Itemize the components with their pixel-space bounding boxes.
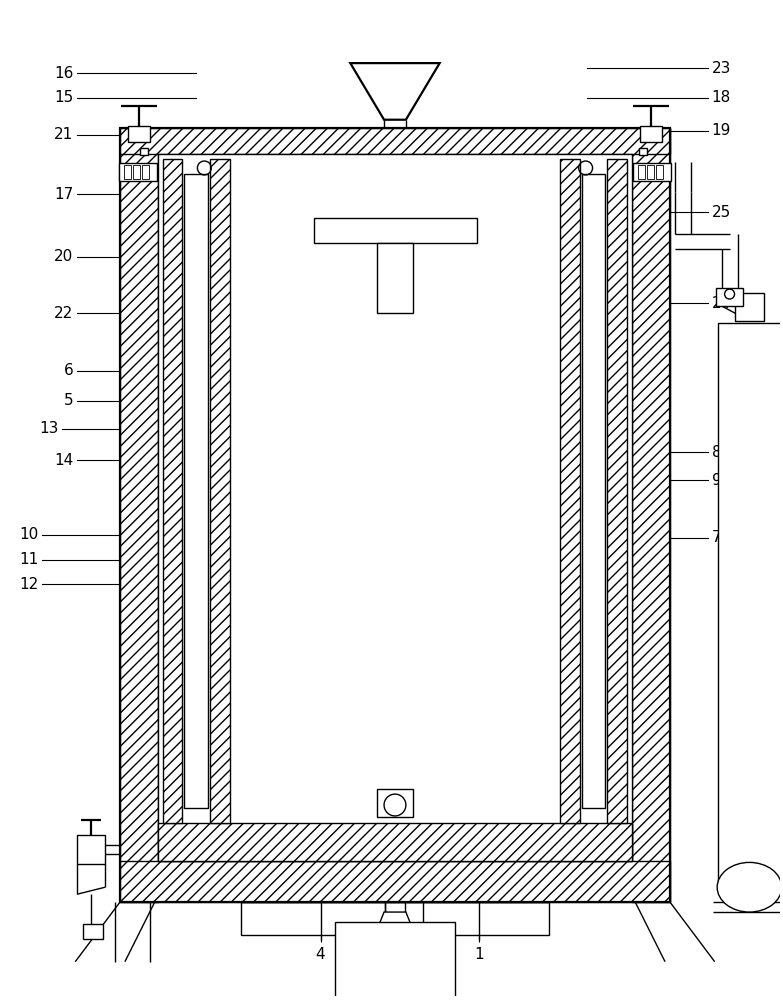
Bar — [640, 126, 662, 142]
Text: 9: 9 — [712, 473, 721, 488]
Bar — [633, 128, 670, 902]
Bar — [120, 128, 157, 902]
Bar — [718, 323, 782, 887]
Bar — [185, 174, 208, 808]
Text: 7: 7 — [712, 530, 721, 545]
Ellipse shape — [717, 862, 781, 912]
Bar — [608, 159, 627, 823]
Polygon shape — [370, 912, 420, 947]
Bar — [120, 861, 670, 902]
Bar — [716, 288, 744, 306]
Bar — [377, 243, 413, 313]
Bar — [211, 159, 230, 823]
Text: 10: 10 — [20, 527, 38, 542]
Bar — [78, 835, 105, 864]
Bar — [157, 823, 633, 861]
Polygon shape — [350, 947, 440, 985]
Bar — [142, 165, 149, 179]
Bar — [656, 165, 663, 179]
Text: 3: 3 — [381, 947, 390, 962]
Text: 25: 25 — [712, 205, 731, 220]
Text: 2: 2 — [418, 947, 428, 962]
Bar — [124, 165, 131, 179]
Text: 1: 1 — [474, 947, 484, 962]
Text: 8: 8 — [712, 445, 721, 460]
Bar — [157, 154, 633, 861]
Bar — [128, 126, 150, 142]
Bar — [120, 128, 670, 154]
Text: 18: 18 — [712, 90, 731, 105]
Bar — [119, 163, 157, 181]
Bar — [582, 174, 605, 808]
Bar — [83, 924, 103, 939]
Bar — [648, 165, 654, 179]
Text: 23: 23 — [712, 61, 731, 76]
Text: 24: 24 — [712, 296, 731, 311]
Text: 20: 20 — [54, 249, 74, 264]
Text: 6: 6 — [63, 363, 74, 378]
Bar — [120, 128, 670, 902]
Text: 12: 12 — [20, 577, 38, 592]
Bar — [140, 148, 148, 155]
Bar — [633, 163, 671, 181]
Bar — [639, 148, 648, 155]
Text: 17: 17 — [54, 187, 74, 202]
Bar — [335, 922, 455, 1000]
Text: 15: 15 — [54, 90, 74, 105]
Polygon shape — [350, 63, 440, 120]
Bar — [560, 159, 579, 823]
Bar — [368, 990, 423, 1000]
Text: 4: 4 — [316, 947, 325, 962]
Bar — [377, 789, 413, 817]
Bar — [638, 165, 645, 179]
Text: 13: 13 — [39, 421, 59, 436]
Bar — [241, 902, 549, 935]
Text: 14: 14 — [54, 453, 74, 468]
Text: 22: 22 — [54, 306, 74, 321]
Bar — [163, 159, 182, 823]
Text: 11: 11 — [20, 552, 38, 567]
Bar — [313, 218, 478, 243]
Bar — [734, 293, 764, 321]
Text: 5: 5 — [63, 393, 74, 408]
Text: 16: 16 — [54, 66, 74, 81]
Text: 21: 21 — [54, 127, 74, 142]
Bar — [133, 165, 140, 179]
Text: 19: 19 — [712, 123, 731, 138]
